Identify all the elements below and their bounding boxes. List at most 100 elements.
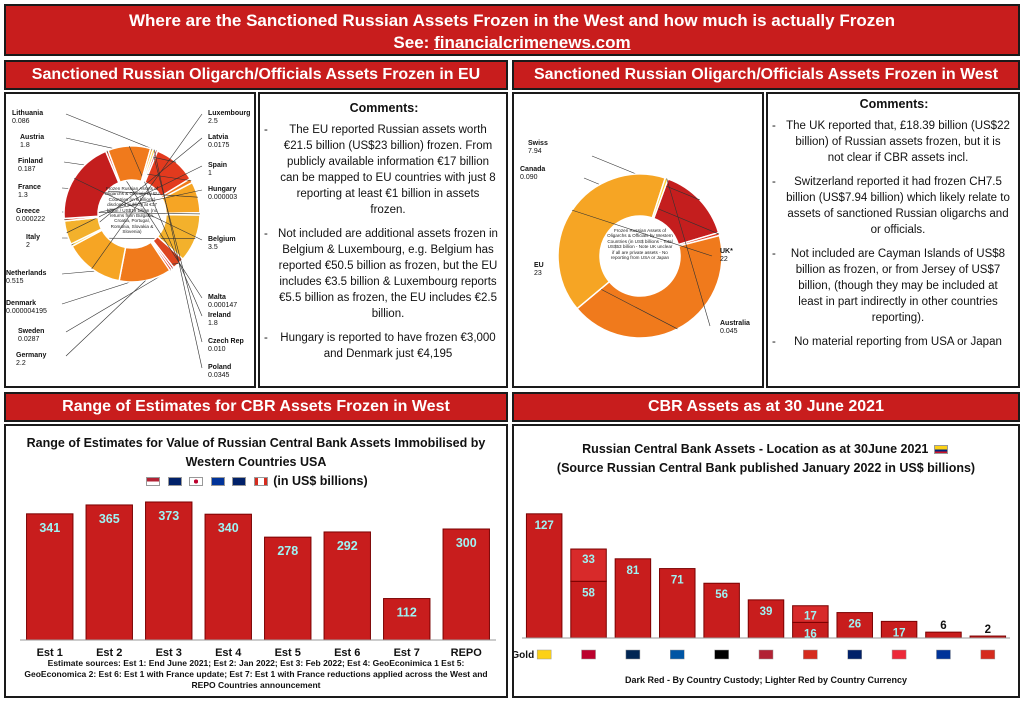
- west-comment-4: No material reporting from USA or Japan: [772, 334, 1016, 350]
- cbr-range-title-text: Range of Estimates for Value of Russian …: [26, 436, 486, 469]
- eu-pie-label-poland: Poland 0.0345: [208, 364, 232, 379]
- cbr-range-title-suffix: (in US$ billions): [273, 474, 368, 488]
- eu-pie-label-ireland: Ireland 1.8: [208, 312, 231, 327]
- cbr-range-bar: [85, 504, 133, 641]
- cbr-june-value-label: 26: [848, 619, 861, 631]
- canada-flag-icon: [253, 477, 268, 487]
- cbr-range-bar: [26, 513, 74, 641]
- cbr-june-bar-currency: [792, 605, 829, 623]
- eu-pie-leader-line: [65, 280, 146, 357]
- cbr-range-bar: [204, 513, 252, 641]
- eu-pie-leader-line: [65, 269, 171, 333]
- eu-pie-label-malta: Malta 0.000147: [208, 294, 238, 309]
- cbr-june-bar-custody: [925, 631, 962, 639]
- cbr-range-value-label: 340: [218, 521, 239, 535]
- cbr-range-value-label: 300: [456, 536, 477, 550]
- west-pie-label-eu: EU 23: [534, 262, 544, 277]
- eu-comments-panel: Comments: The EU reported Russian assets…: [258, 92, 508, 388]
- cbr-range-value-label: 365: [99, 512, 120, 526]
- cbr-june-legend: Dark Red - By Country Custody; Lighter R…: [624, 675, 908, 685]
- west-pie-label-uk-: UK* 22: [720, 248, 733, 263]
- country-flag-icon: [536, 649, 552, 660]
- west-pie-slice-eu: [576, 234, 723, 339]
- cbr-june-value-label: 71: [671, 575, 684, 587]
- section-west-banner: Sanctioned Russian Oligarch/Officials As…: [512, 60, 1020, 90]
- country-flag-icon: [758, 649, 774, 660]
- see-line: See: financialcrimenews.com: [6, 32, 1018, 54]
- eu-pie-leader-line: [91, 113, 203, 269]
- eu-pie-slice-poland: [141, 148, 157, 184]
- cbr-range-category-label: Est 5: [275, 647, 301, 659]
- cbr-june-value-label: 39: [760, 606, 773, 618]
- cbr-range-category-label: Est 3: [156, 647, 182, 659]
- cbr-june-value-label: 17: [893, 627, 906, 639]
- west-pie-leader-line: [571, 209, 713, 257]
- eu-pie-label-lithuania: Lithuania 0.086: [12, 110, 44, 125]
- west-comments-heading: Comments:: [859, 97, 929, 111]
- cbr-range-panel: Range of Estimates for Value of Russian …: [4, 424, 508, 698]
- eu-pie-label-netherlands: Netherlands 0.515: [6, 270, 47, 285]
- cbr-june-category-label: Gold: [514, 650, 534, 661]
- west-pie-slice-uk-: [557, 173, 667, 310]
- west-pie-label-canada: Canada 0.090: [520, 166, 546, 181]
- main-title: Where are the Sanctioned Russian Assets …: [128, 11, 896, 30]
- cbr-june-bar-currency: [570, 548, 607, 582]
- eu-pie-leader-line: [151, 148, 203, 343]
- japan-flag-icon: [189, 477, 204, 487]
- country-flag-icon: [803, 649, 818, 660]
- cbr-june-value-label: 56: [715, 589, 728, 601]
- cbr-range-value-label: 112: [397, 606, 417, 620]
- cbr-range-category-label: Est 7: [394, 647, 420, 659]
- main-title-banner: Where are the Sanctioned Russian Assets …: [4, 4, 1020, 56]
- eu-flag-icon: [210, 477, 225, 487]
- eu-pie-center-text: Frozen Russian Assets of Oligarchs & Off…: [104, 186, 159, 234]
- west-pie-label-swiss: Swiss 7.94: [528, 140, 548, 155]
- cbr-june-bar-custody: [614, 558, 652, 639]
- eu-pie-label-italy: Italy 2: [26, 234, 41, 249]
- cbr-range-footnote: Estimate sources: Est 1: End June 2021; …: [24, 658, 488, 690]
- cbr-range-category-label: Est 2: [96, 647, 122, 659]
- cbr-range-value-label: 373: [158, 509, 179, 523]
- cbr-range-value-label: 341: [39, 521, 60, 535]
- cbr-june-title: Russian Central Bank Assets - Location a…: [514, 440, 1018, 478]
- cbr-june-value-label: 6: [940, 620, 946, 632]
- eu-pie-label-denmark: Denmark 0.000004195: [6, 300, 47, 315]
- eu-pie-leader-line: [153, 149, 203, 369]
- cbr-range-value-label: 278: [277, 544, 298, 558]
- country-flag-icon: [891, 649, 907, 660]
- west-comment-1: The UK reported that, £18.39 billion (US…: [772, 118, 1016, 166]
- eu-comment-2: Not included are additional assets froze…: [264, 226, 504, 322]
- section-cbr-june-banner: CBR Assets as at 30 June 2021: [512, 392, 1020, 422]
- cbr-june-value-label: 58: [582, 587, 595, 599]
- uk-flag-icon: [167, 477, 182, 487]
- west-comments-panel: Comments: The UK reported that, £18.39 b…: [766, 92, 1020, 388]
- cbr-range-category-label: Est 6: [334, 647, 360, 659]
- eu-pie-label-greece: Greece 0.000222: [16, 208, 46, 223]
- eu-pie-label-germany: Germany 2.2: [16, 352, 47, 367]
- cbr-june-panel: Russian Central Bank Assets - Location a…: [512, 424, 1020, 698]
- eu-pie-label-france: France 1.3: [18, 184, 41, 199]
- west-pie-slice-australia: [651, 177, 670, 220]
- cbr-range-bar-chart: 341 Est 1 365 Est 2 373 Est 3 340 Est 4 278 Est 5…: [20, 501, 496, 659]
- country-flag-icon: [714, 649, 729, 660]
- eu-pie-leader-line: [66, 165, 203, 234]
- cbr-june-value-label: 81: [627, 565, 640, 577]
- eu-pie-label-belgium: Belgium 3.5: [208, 236, 236, 251]
- cbr-range-bar: [323, 531, 371, 641]
- cbr-range-bar: [383, 598, 431, 641]
- country-flag-icon: [936, 649, 951, 660]
- cbr-range-bar: [145, 501, 193, 641]
- eu-pie-label-finland: Finland 0.187: [18, 158, 43, 173]
- eu-comment-3: Hungary is reported to have frozen €3,00…: [264, 330, 504, 362]
- country-flag-icon: [980, 649, 996, 660]
- cbr-june-bar-custody: [525, 513, 563, 639]
- eu-pie-panel: Frozen Russian Assets of Oligarchs & Off…: [4, 92, 256, 388]
- eu-comments-heading: Comments:: [349, 101, 419, 115]
- venezuela-flag-icon: [933, 445, 948, 455]
- country-flag-icon: [670, 649, 685, 660]
- cbr-range-category-label: REPO: [451, 647, 483, 659]
- source-link[interactable]: financialcrimenews.com: [434, 33, 631, 52]
- cbr-june-bar-custody: [836, 612, 873, 639]
- cbr-june-value-label: 17: [804, 611, 817, 623]
- section-eu-banner: Sanctioned Russian Oligarch/Officials As…: [4, 60, 508, 90]
